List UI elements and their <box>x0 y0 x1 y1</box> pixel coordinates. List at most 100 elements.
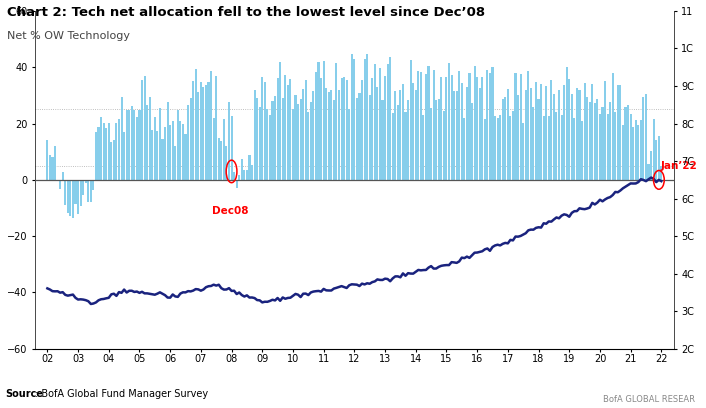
Bar <box>320 78 322 180</box>
Bar <box>244 170 246 180</box>
Bar <box>632 127 634 180</box>
Bar <box>292 109 294 180</box>
Bar <box>606 114 609 180</box>
Bar <box>328 92 330 180</box>
Bar <box>302 89 304 180</box>
Bar <box>660 166 662 180</box>
Bar <box>494 115 496 180</box>
Bar <box>576 88 578 180</box>
Bar <box>217 138 220 180</box>
Bar <box>228 102 230 180</box>
Bar <box>471 103 473 180</box>
Bar <box>253 90 256 180</box>
Bar <box>151 130 153 180</box>
Bar <box>297 104 299 180</box>
Bar <box>405 112 407 180</box>
Bar <box>387 64 389 180</box>
Bar <box>210 71 212 180</box>
Bar <box>650 151 652 180</box>
Bar <box>213 118 215 180</box>
Bar <box>611 73 614 180</box>
Bar <box>233 172 235 180</box>
Bar <box>602 107 604 180</box>
Bar <box>307 112 309 180</box>
Bar <box>422 115 424 180</box>
Bar <box>397 105 399 180</box>
Bar <box>617 85 619 180</box>
Bar <box>167 102 169 180</box>
Bar <box>154 117 156 180</box>
Bar <box>389 57 391 180</box>
Bar <box>614 111 616 180</box>
Bar <box>414 90 417 180</box>
Bar <box>67 180 69 213</box>
Bar <box>364 59 366 180</box>
Bar <box>468 73 470 180</box>
Bar <box>289 79 292 180</box>
Bar <box>381 100 383 180</box>
Bar <box>376 87 378 180</box>
Bar <box>548 116 550 180</box>
Bar <box>509 116 511 180</box>
Bar <box>430 108 432 180</box>
Bar <box>123 132 125 180</box>
Bar <box>187 105 189 180</box>
Bar <box>589 102 591 180</box>
Bar <box>90 180 92 202</box>
Bar <box>277 78 279 180</box>
Bar <box>323 61 325 180</box>
Bar <box>366 54 369 180</box>
Bar <box>466 87 468 180</box>
Bar <box>655 140 657 180</box>
Bar <box>287 84 289 180</box>
Bar <box>338 91 340 180</box>
Bar <box>556 112 558 180</box>
Bar <box>149 97 151 180</box>
Bar <box>179 121 181 180</box>
Bar <box>279 62 281 180</box>
Bar <box>568 79 570 180</box>
Bar <box>433 69 435 180</box>
Bar <box>594 103 596 180</box>
Bar <box>630 114 632 180</box>
Bar <box>238 175 240 180</box>
Bar <box>417 71 419 180</box>
Bar <box>407 100 409 180</box>
Bar <box>225 146 227 180</box>
Bar <box>474 66 476 180</box>
Bar <box>425 74 427 180</box>
Bar <box>604 81 606 180</box>
Bar <box>647 164 650 180</box>
Bar <box>453 91 455 180</box>
Bar <box>484 119 486 180</box>
Bar <box>100 117 102 180</box>
Bar <box>622 125 624 180</box>
Bar <box>310 102 312 180</box>
Bar <box>346 80 348 180</box>
Bar <box>190 98 191 180</box>
Bar <box>176 110 179 180</box>
Bar <box>461 83 463 180</box>
Bar <box>445 77 448 180</box>
Bar <box>172 121 174 180</box>
Bar <box>369 95 371 180</box>
Bar <box>371 78 373 180</box>
Bar <box>49 155 51 180</box>
Bar <box>458 71 460 180</box>
Bar <box>384 75 386 180</box>
Bar <box>47 140 49 180</box>
Bar <box>512 111 514 180</box>
Bar <box>113 140 115 180</box>
Bar <box>174 146 176 180</box>
Bar <box>412 83 414 180</box>
Bar <box>356 98 358 180</box>
Bar <box>438 99 440 180</box>
Bar <box>527 71 530 180</box>
Bar <box>597 99 599 180</box>
Bar <box>215 76 217 180</box>
Bar <box>520 73 522 180</box>
Bar <box>141 80 143 180</box>
Bar <box>258 107 261 180</box>
Bar <box>143 76 145 180</box>
Bar <box>476 77 478 180</box>
